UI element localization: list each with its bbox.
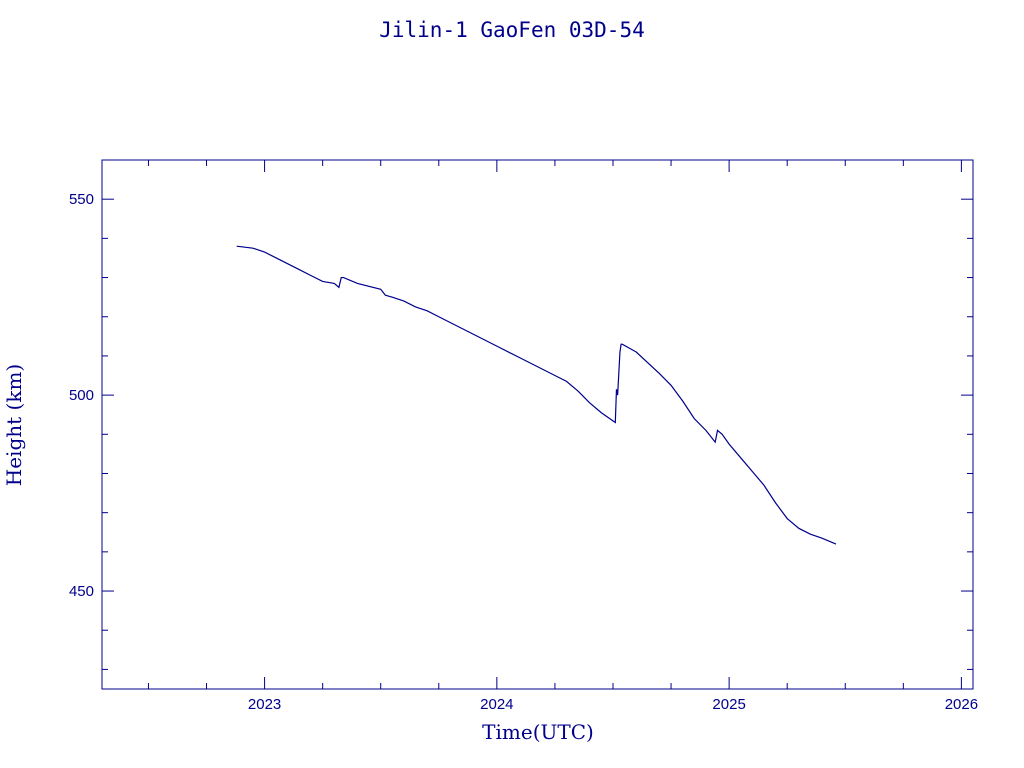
y-axis-label: Height (km): [2, 364, 26, 486]
y-tick-label: 550: [69, 191, 94, 208]
x-axis-label: Time(UTC): [482, 720, 594, 744]
y-tick-label: 450: [69, 583, 94, 600]
series-line-height: [236, 245, 837, 545]
axis-ticks: [102, 159, 973, 689]
x-tick-labels: 2023 2024 2025 2026: [248, 696, 978, 713]
plot-frame: [101, 159, 974, 690]
y-tick-labels: 450 500 550: [69, 191, 94, 600]
x-tick-label: 2024: [480, 696, 513, 713]
y-tick-label: 500: [69, 387, 94, 404]
x-tick-label: 2026: [945, 696, 978, 713]
x-tick-label: 2023: [248, 696, 281, 713]
chart-title: Jilin-1 GaoFen 03D-54: [379, 18, 645, 42]
x-tick-label: 2025: [712, 696, 745, 713]
